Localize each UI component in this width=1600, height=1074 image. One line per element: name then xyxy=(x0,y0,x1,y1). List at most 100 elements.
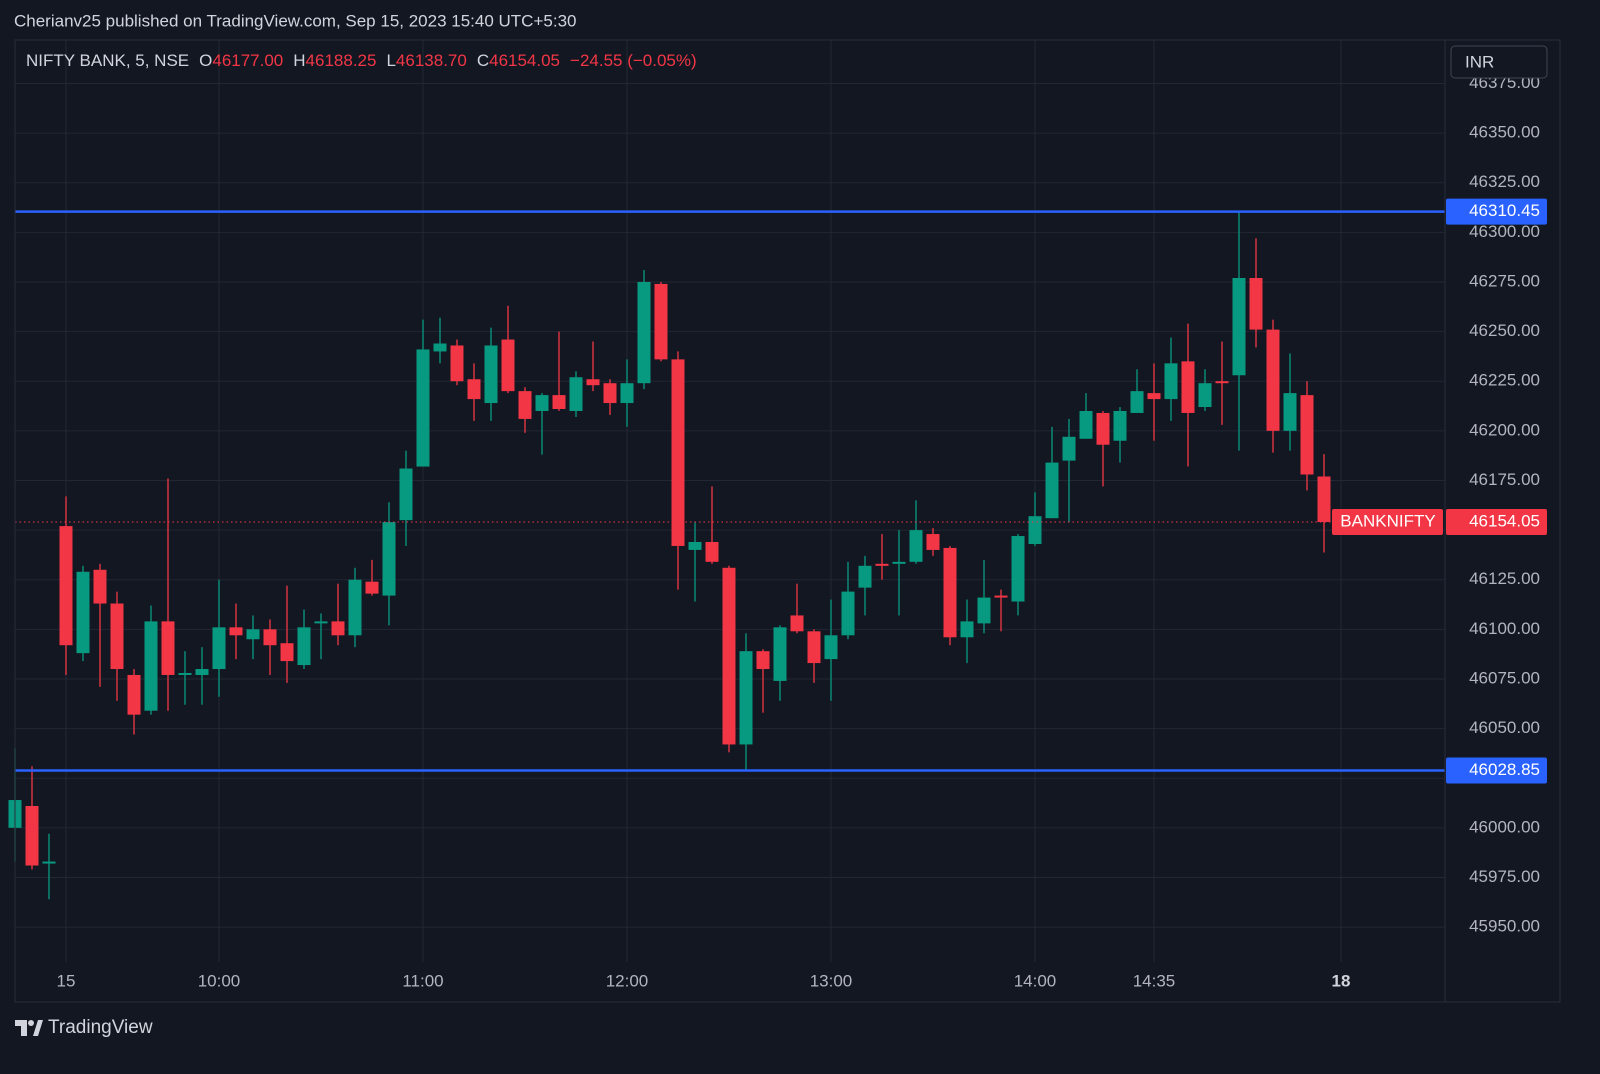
y-tick-label: 46050.00 xyxy=(1469,718,1540,737)
candle-body xyxy=(552,395,566,409)
candle-body xyxy=(484,345,498,404)
currency-box[interactable] xyxy=(1450,45,1548,79)
currency[interactable]: INR xyxy=(1465,52,1494,71)
candle-body xyxy=(195,669,209,675)
candle-body xyxy=(858,565,872,588)
candle-body xyxy=(110,603,124,670)
legend-symbol: NIFTY BANK, 5, NSE xyxy=(26,51,189,70)
candle-body xyxy=(875,563,889,566)
brand-logo xyxy=(15,1020,43,1036)
candle-body xyxy=(1079,410,1093,439)
last-price-box xyxy=(1446,509,1547,536)
candle-body xyxy=(535,395,549,411)
candle-body xyxy=(450,345,464,382)
x-tick-label: 10:00 xyxy=(198,971,241,990)
candle-body xyxy=(722,567,736,745)
legend-value: 46188.25 xyxy=(306,51,377,70)
x-tick-label: 14:00 xyxy=(1014,971,1057,990)
candle-body xyxy=(739,651,753,745)
candle-body xyxy=(926,534,940,550)
y-tick-label: 45950.00 xyxy=(1469,917,1540,936)
candle-body xyxy=(892,561,906,564)
candle-body xyxy=(977,597,991,624)
candle-body xyxy=(960,621,974,638)
candle-body xyxy=(603,383,617,404)
x-tick-label: 13:00 xyxy=(810,971,853,990)
y-tick-label: 46250.00 xyxy=(1469,321,1540,340)
level-label: 46028.85 xyxy=(1469,760,1540,779)
candle-body xyxy=(42,861,56,864)
candle-body xyxy=(382,522,396,596)
candle-body xyxy=(1283,393,1297,431)
candle-body xyxy=(1232,277,1246,376)
candle-body xyxy=(909,530,923,562)
grid xyxy=(15,40,1445,962)
x-tick-label: 15 xyxy=(57,971,76,990)
candle-body xyxy=(1045,462,1059,519)
candle-body xyxy=(331,621,345,636)
candle-body xyxy=(229,627,243,636)
y-tick-label: 46100.00 xyxy=(1469,619,1540,638)
candle-body xyxy=(1198,383,1212,408)
y-tick-label: 46200.00 xyxy=(1469,420,1540,439)
candle-body xyxy=(416,349,430,467)
y-tick-label: 46125.00 xyxy=(1469,569,1540,588)
legend-key: L xyxy=(386,51,395,70)
candle-body xyxy=(1028,516,1042,544)
x-tick-label: 11:00 xyxy=(402,971,443,990)
legend: NIFTY BANK, 5, NSE O46177.00 H46188.25 L461… xyxy=(26,51,697,70)
y-tick-label: 46175.00 xyxy=(1469,470,1540,489)
candle-body xyxy=(994,595,1008,598)
candle-body xyxy=(1062,436,1076,461)
y-tick-label: 46325.00 xyxy=(1469,172,1540,191)
legend-change: −24.55 (−0.05%) xyxy=(570,51,697,70)
candle-body xyxy=(263,629,277,646)
level-label-box xyxy=(1446,198,1547,225)
candle-body xyxy=(620,383,634,404)
candle-body xyxy=(1011,536,1025,602)
candle-body xyxy=(671,359,685,546)
candle-body xyxy=(314,621,328,624)
y-tick-label: 46350.00 xyxy=(1469,123,1540,142)
candle-body xyxy=(399,468,413,521)
candle-body xyxy=(1130,391,1144,413)
candle-body xyxy=(824,635,838,660)
candle-body xyxy=(246,629,260,640)
candle-body xyxy=(1113,410,1127,441)
candle-body xyxy=(348,579,362,636)
x-tick-label: 18 xyxy=(1332,971,1351,990)
pane-border xyxy=(14,39,1561,1003)
candle-body xyxy=(773,627,787,681)
candle-body xyxy=(1300,395,1314,475)
candle-body xyxy=(654,283,668,360)
candle-body xyxy=(518,391,532,419)
candle-body xyxy=(1164,363,1178,400)
brand: TradingView xyxy=(48,1017,153,1038)
legend-value: 46154.05 xyxy=(489,51,560,70)
legend-key: C xyxy=(477,51,489,70)
candle-body xyxy=(1249,277,1263,330)
y-tick-label: 46225.00 xyxy=(1469,371,1540,390)
candle-body xyxy=(943,547,957,638)
plot xyxy=(8,210,1445,900)
axis: 45950.0045975.0046000.0046025.0046050.00… xyxy=(57,73,1547,990)
y-tick-label: 46275.00 xyxy=(1469,271,1540,290)
legend-key: O xyxy=(199,51,212,70)
y-tick-label: 46000.00 xyxy=(1469,817,1540,836)
candle-body xyxy=(212,627,226,670)
level-label: 46310.45 xyxy=(1469,201,1540,220)
candle-body xyxy=(501,339,515,392)
candle-body xyxy=(76,571,90,654)
candle-body xyxy=(433,343,447,352)
y-tick-label: 46075.00 xyxy=(1469,668,1540,687)
candle-body xyxy=(127,674,141,715)
candle-body xyxy=(1096,412,1110,445)
candle-body xyxy=(161,621,175,675)
candle-body xyxy=(1147,393,1161,400)
y-tick-label: 46300.00 xyxy=(1469,222,1540,241)
chart-title: Cherianv25 published on TradingView.com,… xyxy=(14,11,576,30)
candle-body xyxy=(688,541,702,550)
candle-body xyxy=(25,805,39,866)
